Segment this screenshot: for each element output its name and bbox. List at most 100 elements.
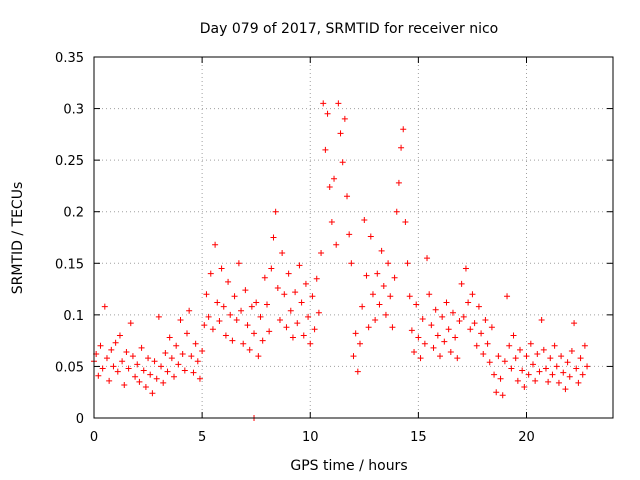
data-point [415,334,422,341]
x-tick-label: 20 [518,430,535,445]
x-axis-tick-labels: 0 5 10 15 20 [90,430,535,445]
data-point [499,392,506,399]
data-point [354,368,361,375]
data-point [333,241,340,248]
data-point [441,338,448,345]
data-point [532,377,539,384]
data-point [568,347,575,354]
data-point [181,367,188,374]
data-point [356,340,363,347]
data-point [116,332,123,339]
data-point [361,216,368,223]
data-point [199,347,206,354]
data-point [478,330,485,337]
data-point [573,365,580,372]
data-point [486,359,493,366]
data-point [183,330,190,337]
data-point [540,346,547,353]
y-tick-label: 0.05 [55,360,84,375]
data-point [344,193,351,200]
data-point [283,324,290,331]
data-point [514,377,521,384]
data-point [147,371,154,378]
data-point [207,270,214,277]
data-point [571,320,578,327]
data-point [238,307,245,314]
axis-ticks [93,56,613,419]
data-point [160,379,167,386]
data-point [322,146,329,153]
data-point [365,324,372,331]
data-point [523,353,530,360]
data-point [318,249,325,256]
data-point [276,317,283,324]
data-point [447,348,454,355]
data-point [512,355,519,362]
data-point [326,183,333,190]
data-point [439,313,446,320]
data-point [458,280,465,287]
data-point [235,260,242,267]
data-point [177,317,184,324]
data-point [566,373,573,380]
data-point [296,262,303,269]
data-point [519,367,526,374]
data-point [348,260,355,267]
data-point [201,322,208,329]
data-point [406,293,413,300]
data-point [527,340,534,347]
data-point [350,353,357,360]
plot-frame [93,56,614,419]
x-tick-label: 10 [302,430,319,445]
data-point [337,130,344,137]
chart-title: Day 079 of 2017, SRMTID for receiver nic… [200,21,498,37]
data-point [164,368,171,375]
data-point [140,367,147,374]
data-point [279,249,286,256]
data-point [434,332,441,339]
data-point [266,328,273,335]
data-point [324,110,331,117]
x-axis-label: GPS time / hours [290,458,407,474]
data-point [173,342,180,349]
data-point [97,342,104,349]
data-point [424,255,431,262]
data-point [142,384,149,391]
data-point [521,384,528,391]
data-point [145,355,152,362]
data-point [132,373,139,380]
data-point [411,348,418,355]
data-point [112,339,119,346]
data-point [484,340,491,347]
data-point [430,344,437,351]
data-point [417,355,424,362]
data-point [151,358,158,365]
data-point [251,330,258,337]
data-point [542,365,549,372]
data-point [264,301,270,308]
data-point [259,337,266,344]
data-point [285,270,292,277]
data-point [389,324,396,331]
data-point [168,355,175,362]
data-point [497,375,504,382]
data-point [402,219,409,226]
data-point [242,287,249,294]
data-point [456,318,463,325]
x-tick-label: 5 [198,430,206,445]
data-point [149,390,156,397]
data-point [244,322,251,329]
data-point [155,313,162,320]
data-point [555,379,562,386]
data-point [134,361,141,368]
data-point [281,291,288,298]
data-point [216,318,223,325]
data-point [579,371,586,378]
data-point [560,369,567,376]
data-point [452,334,459,341]
data-point [393,208,400,215]
data-point [289,334,296,341]
data-point [488,324,495,331]
data-point [153,375,160,382]
data-point [510,332,517,339]
